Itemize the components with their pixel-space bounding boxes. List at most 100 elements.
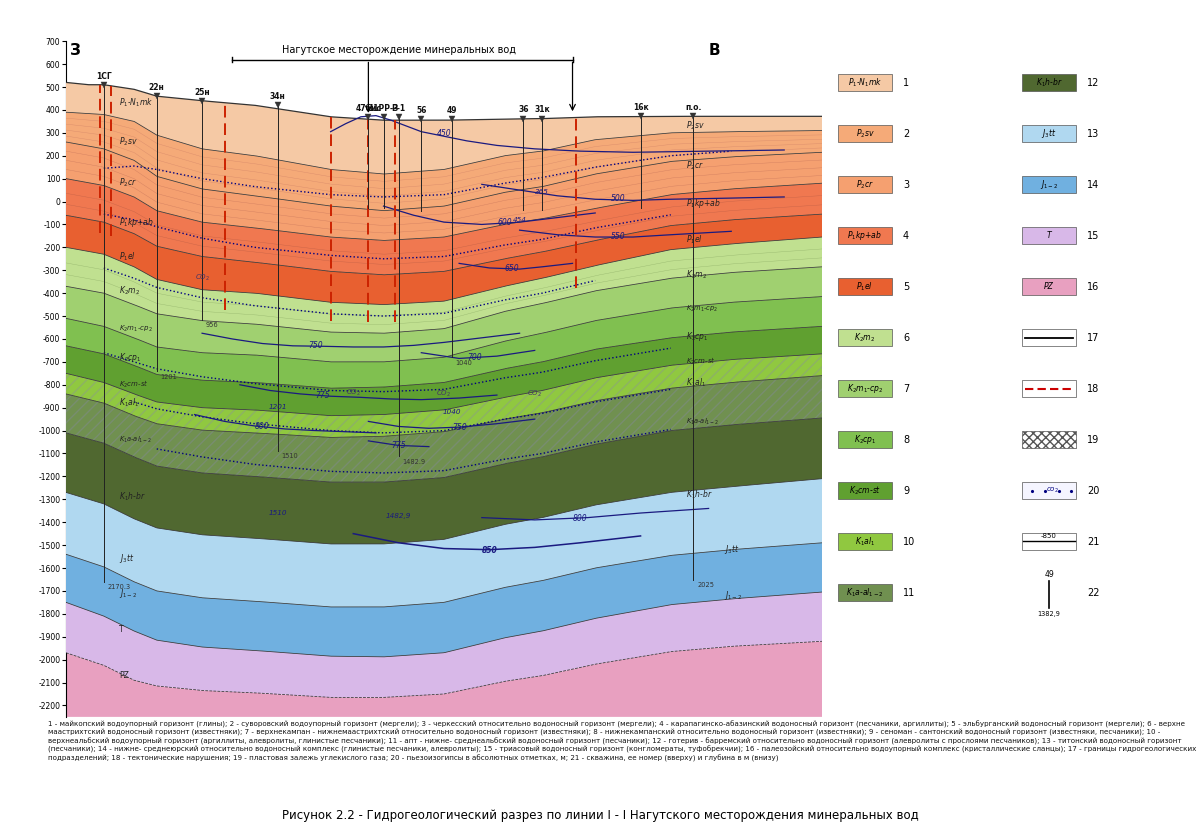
Text: 9: 9 — [904, 486, 910, 496]
FancyBboxPatch shape — [1021, 533, 1076, 550]
Text: $K_2$cm-st: $K_2$cm-st — [686, 356, 715, 368]
Text: -850: -850 — [1042, 532, 1057, 539]
Text: $CO_2$: $CO_2$ — [346, 387, 361, 398]
FancyBboxPatch shape — [838, 74, 893, 91]
Text: 1040: 1040 — [443, 410, 461, 415]
Text: 1482,9: 1482,9 — [386, 513, 412, 519]
Text: 750: 750 — [452, 423, 467, 432]
Text: $K_2$cp$_1$: $K_2$cp$_1$ — [119, 351, 142, 363]
Text: $J_{1-2}$: $J_{1-2}$ — [1040, 178, 1058, 191]
Text: Р-1: Р-1 — [391, 104, 406, 113]
Text: $K_1$al$_1$: $K_1$al$_1$ — [686, 377, 707, 389]
Text: 1: 1 — [904, 77, 910, 87]
Text: $K_2$cm-st: $K_2$cm-st — [119, 379, 149, 391]
Text: 550: 550 — [611, 232, 625, 241]
Text: $K_2$cm-st: $K_2$cm-st — [848, 485, 881, 497]
Text: $P_2$sv: $P_2$sv — [119, 136, 138, 148]
FancyBboxPatch shape — [838, 584, 893, 602]
Text: $CO_2$: $CO_2$ — [437, 389, 451, 399]
FancyBboxPatch shape — [1021, 380, 1076, 397]
FancyBboxPatch shape — [838, 482, 893, 499]
Text: 16к: 16к — [632, 103, 648, 112]
Text: 2025: 2025 — [697, 583, 714, 588]
FancyBboxPatch shape — [1021, 125, 1076, 143]
FancyBboxPatch shape — [838, 533, 893, 550]
Text: 365: 365 — [535, 190, 550, 195]
Text: 22: 22 — [1087, 588, 1099, 598]
Text: 2170.3: 2170.3 — [108, 584, 131, 590]
Text: 4: 4 — [904, 231, 910, 241]
Text: 700: 700 — [467, 353, 481, 362]
Text: $K_1$al$_1$: $K_1$al$_1$ — [119, 397, 139, 410]
Text: $K_2$m$_1$-cp$_2$: $K_2$m$_1$-cp$_2$ — [686, 304, 718, 314]
Text: 47бис: 47бис — [355, 104, 382, 113]
Text: 7: 7 — [904, 384, 910, 394]
Text: $P_2$sv: $P_2$sv — [686, 119, 704, 132]
Text: Нагутское месторождение минеральных вод: Нагутское месторождение минеральных вод — [282, 45, 516, 55]
Text: $P_1$-$N_1$mk: $P_1$-$N_1$mk — [119, 96, 154, 110]
Text: Рисунок 2.2 - Гидрогеологический разрез по линии I - I Нагутского месторождения : Рисунок 2.2 - Гидрогеологический разрез … — [282, 809, 918, 822]
Text: $J_{1-2}$: $J_{1-2}$ — [724, 589, 742, 602]
Text: 850: 850 — [481, 545, 497, 555]
Text: $K_1$h-br: $K_1$h-br — [686, 489, 713, 501]
Text: 11РР-3: 11РР-3 — [368, 104, 398, 113]
FancyBboxPatch shape — [838, 330, 893, 346]
Text: 14: 14 — [1087, 180, 1099, 190]
Text: $CO_2$: $CO_2$ — [527, 389, 542, 399]
Text: 1382,9: 1382,9 — [1038, 611, 1061, 617]
Text: 775: 775 — [391, 442, 406, 451]
FancyBboxPatch shape — [1021, 74, 1076, 91]
Text: 5: 5 — [904, 282, 910, 292]
Text: 454: 454 — [512, 217, 527, 222]
Text: 800: 800 — [256, 422, 270, 431]
Text: 1201: 1201 — [269, 404, 287, 410]
Text: 775: 775 — [316, 391, 330, 400]
Text: $K_2$m$_2$: $K_2$m$_2$ — [854, 331, 876, 344]
Text: 22н: 22н — [149, 83, 164, 92]
Text: $K_1$a-al$_{1-2}$: $K_1$a-al$_{1-2}$ — [686, 416, 719, 427]
Text: $K_1$h-br: $K_1$h-br — [1036, 77, 1062, 89]
Text: $K_2$m$_1$-cp$_2$: $K_2$m$_1$-cp$_2$ — [847, 382, 883, 396]
Text: 1СГ: 1СГ — [96, 72, 112, 81]
Text: $J_3$tt: $J_3$tt — [119, 552, 134, 565]
Text: $J_{1-2}$: $J_{1-2}$ — [119, 587, 137, 600]
Text: 3: 3 — [904, 180, 910, 190]
Text: 1510: 1510 — [269, 510, 287, 516]
Text: $co_2$: $co_2$ — [1046, 486, 1058, 495]
Text: $P_1$-$N_1$mk: $P_1$-$N_1$mk — [847, 77, 882, 89]
Text: $P_1$el: $P_1$el — [857, 280, 874, 293]
Text: 12: 12 — [1087, 77, 1099, 87]
Text: 11: 11 — [904, 588, 916, 598]
Text: 56: 56 — [416, 106, 426, 115]
Text: 34н: 34н — [270, 92, 286, 101]
Text: 8: 8 — [904, 435, 910, 445]
Text: 19: 19 — [1087, 435, 1099, 445]
Text: T: T — [1046, 232, 1051, 240]
Text: 10: 10 — [904, 537, 916, 547]
Text: 450: 450 — [437, 129, 451, 138]
Text: $K_2$m$_2$: $K_2$m$_2$ — [119, 284, 140, 297]
Text: 2: 2 — [904, 129, 910, 138]
FancyBboxPatch shape — [1021, 482, 1076, 499]
Text: 15: 15 — [1087, 231, 1099, 241]
Text: $K_2$cp$_1$: $K_2$cp$_1$ — [686, 330, 708, 343]
Text: 1482.9: 1482.9 — [402, 459, 426, 465]
Text: $J_3$tt: $J_3$tt — [724, 543, 739, 556]
FancyBboxPatch shape — [838, 380, 893, 397]
Text: 500: 500 — [611, 194, 625, 204]
Text: 18: 18 — [1087, 384, 1099, 394]
Text: $P_1$el: $P_1$el — [686, 233, 703, 246]
Text: 650: 650 — [505, 264, 520, 273]
Text: $P_2$cr: $P_2$cr — [856, 179, 874, 191]
Text: $K_2$cp$_1$: $K_2$cp$_1$ — [853, 433, 876, 447]
FancyBboxPatch shape — [838, 431, 893, 448]
Text: 1 - майкопский водоупорный горизонт (глины); 2 - суворовский водоупорный горизон: 1 - майкопский водоупорный горизонт (гли… — [48, 721, 1196, 762]
FancyBboxPatch shape — [1021, 176, 1076, 193]
Text: 31к: 31к — [534, 105, 550, 115]
Text: 36: 36 — [518, 105, 529, 115]
Text: 17: 17 — [1087, 333, 1099, 343]
FancyBboxPatch shape — [838, 227, 893, 244]
Text: $P_2$sv: $P_2$sv — [856, 128, 875, 140]
Text: $K_1$a-al$_{1-2}$: $K_1$a-al$_{1-2}$ — [846, 587, 884, 599]
Text: п.о.: п.о. — [685, 103, 702, 112]
